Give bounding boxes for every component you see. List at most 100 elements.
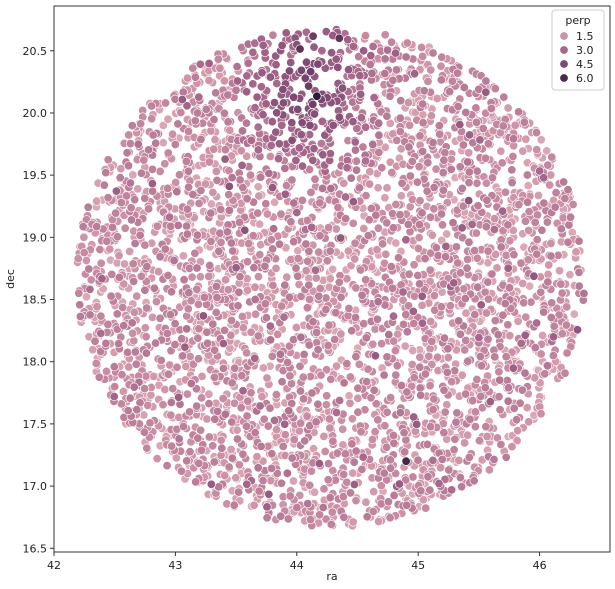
data-point — [498, 310, 508, 320]
data-point — [331, 407, 341, 417]
data-point — [436, 61, 446, 71]
data-point — [429, 394, 439, 404]
data-point — [211, 281, 221, 291]
data-point — [223, 117, 233, 127]
data-point — [177, 334, 187, 344]
data-point — [504, 283, 514, 293]
data-point — [397, 178, 407, 188]
data-point — [465, 414, 475, 424]
data-point — [464, 148, 474, 158]
data-point — [439, 333, 449, 343]
data-point — [271, 390, 281, 400]
data-point — [194, 92, 204, 102]
data-point — [395, 127, 405, 137]
data-point — [206, 236, 216, 246]
data-point — [230, 363, 240, 373]
data-point — [428, 405, 438, 415]
data-point — [459, 83, 469, 93]
data-point — [225, 125, 235, 135]
data-point — [249, 263, 259, 273]
data-point — [223, 90, 233, 100]
data-point — [265, 321, 275, 331]
data-point — [405, 120, 415, 130]
data-point — [367, 434, 377, 444]
data-point — [444, 465, 454, 475]
data-point — [356, 265, 366, 275]
data-point — [470, 407, 480, 417]
data-point — [196, 186, 206, 196]
data-point — [348, 468, 358, 478]
data-point — [560, 194, 570, 204]
data-point — [446, 164, 456, 174]
data-point — [433, 251, 443, 261]
data-point — [323, 340, 333, 350]
data-point — [443, 344, 453, 354]
data-point — [425, 485, 435, 495]
data-point — [379, 468, 389, 478]
data-point — [409, 260, 419, 270]
data-point — [467, 219, 477, 229]
data-point — [223, 285, 233, 295]
data-point — [130, 195, 140, 205]
data-point — [227, 378, 237, 388]
data-point — [428, 455, 438, 465]
data-point — [470, 422, 480, 432]
data-point — [175, 170, 185, 180]
data-point — [396, 380, 406, 390]
data-point — [231, 85, 241, 95]
data-point — [545, 180, 555, 190]
data-point — [182, 324, 192, 334]
data-point — [219, 108, 229, 118]
data-point — [196, 425, 206, 435]
data-point — [396, 191, 406, 201]
data-point — [531, 128, 541, 138]
data-point — [234, 460, 244, 470]
data-point — [350, 238, 360, 248]
data-point — [192, 284, 202, 294]
data-point — [447, 377, 457, 387]
data-point — [319, 431, 329, 441]
data-point — [370, 427, 380, 437]
data-point — [365, 167, 375, 177]
data-point — [325, 423, 335, 433]
data-point — [432, 94, 442, 104]
data-point — [437, 220, 447, 230]
data-point — [216, 204, 226, 214]
data-point — [200, 292, 210, 302]
data-point — [486, 103, 496, 113]
data-point — [216, 237, 226, 247]
data-point — [507, 178, 517, 188]
data-point — [197, 445, 207, 455]
data-point — [209, 115, 219, 125]
data-point — [152, 454, 162, 464]
data-point — [472, 374, 482, 384]
data-point — [184, 182, 194, 192]
data-point — [302, 411, 312, 421]
data-point — [227, 315, 237, 325]
data-point — [265, 335, 275, 345]
data-point — [149, 371, 159, 381]
data-point — [354, 359, 364, 369]
data-point — [483, 246, 493, 256]
data-point — [478, 124, 488, 134]
data-point — [562, 348, 572, 358]
data-point — [317, 46, 327, 56]
data-point — [219, 363, 229, 373]
data-point — [510, 120, 520, 130]
data-point — [147, 101, 157, 111]
data-point — [183, 166, 193, 176]
data-point — [377, 163, 387, 173]
data-point — [361, 191, 371, 201]
data-point — [339, 512, 349, 522]
data-point — [310, 265, 320, 275]
data-point — [232, 62, 242, 72]
data-point — [79, 232, 89, 242]
data-point — [214, 246, 224, 256]
data-point — [300, 436, 310, 446]
data-point — [490, 316, 500, 326]
data-point — [368, 41, 378, 51]
data-point — [168, 129, 178, 139]
data-point — [206, 208, 216, 218]
data-point — [224, 462, 234, 472]
data-point — [220, 325, 230, 335]
